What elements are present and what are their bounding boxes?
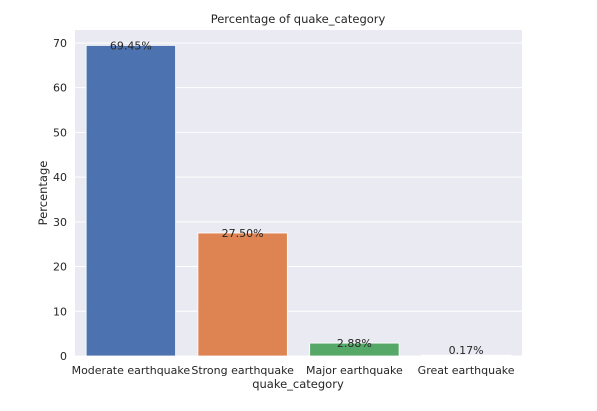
data-label: 2.88% <box>337 337 372 350</box>
y-tick-label: 40 <box>53 171 67 184</box>
y-tick-label: 30 <box>53 216 67 229</box>
data-label: 0.17% <box>449 344 484 357</box>
bar <box>85 45 176 357</box>
bar <box>309 342 400 357</box>
bars <box>85 45 512 357</box>
y-tick-label: 10 <box>53 305 67 318</box>
y-axis-ticks: 0 10 20 30 40 50 60 70 <box>53 37 67 363</box>
y-tick-label: 50 <box>53 126 67 139</box>
x-tick-label: Major earthquake <box>306 364 403 377</box>
y-axis-label: Percentage <box>36 161 50 226</box>
data-label: 69.45% <box>110 39 152 52</box>
x-tick-label: Great earthquake <box>418 364 515 377</box>
y-tick-label: 70 <box>53 37 67 50</box>
y-tick-label: 20 <box>53 261 67 274</box>
y-tick-label: 60 <box>53 82 67 95</box>
data-label: 27.50% <box>222 227 264 240</box>
x-axis-label: quake_category <box>252 377 344 391</box>
x-axis-ticks: Moderate earthquake Strong earthquake Majo… <box>72 364 515 377</box>
bar <box>421 354 512 357</box>
x-tick-label: Moderate earthquake <box>72 364 191 377</box>
y-tick-label: 0 <box>60 350 67 363</box>
x-tick-label: Strong earthquake <box>191 364 294 377</box>
bar <box>197 232 288 357</box>
chart-title: Percentage of quake_category <box>211 12 386 26</box>
data-labels: 69.45% 27.50% 2.88% 0.17% <box>110 39 484 357</box>
